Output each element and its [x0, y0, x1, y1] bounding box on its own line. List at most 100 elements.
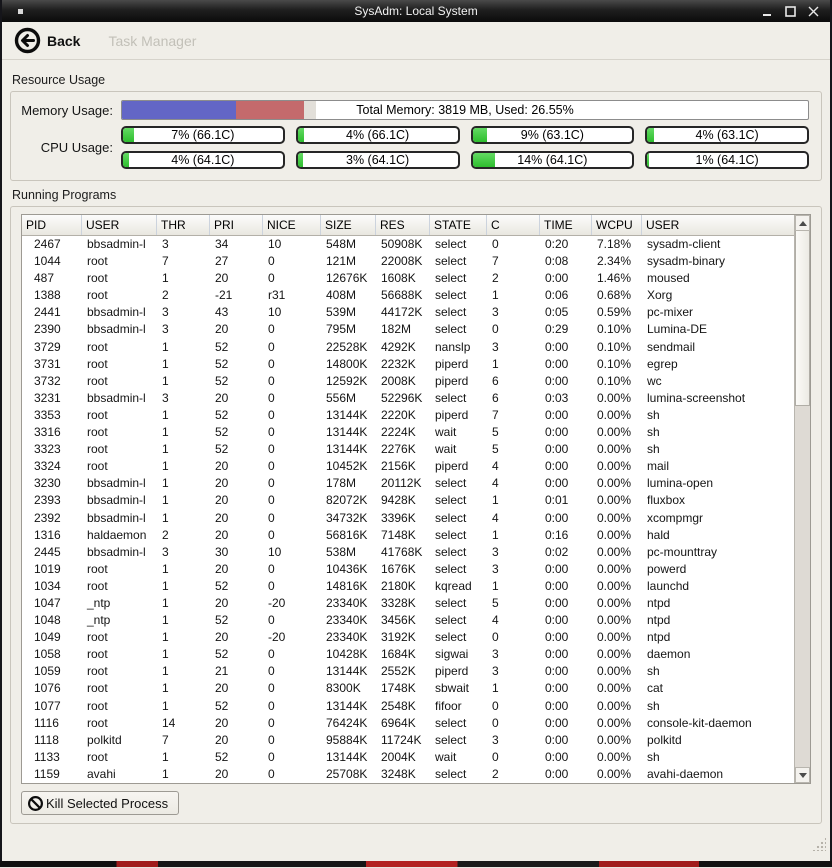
column-header-pri-3[interactable]: PRI	[210, 215, 263, 235]
table-cell: 1077	[34, 698, 61, 713]
table-cell: 0.00%	[597, 459, 632, 474]
table-cell: fifoor	[435, 698, 462, 713]
column-header-pid-0[interactable]: PID	[22, 215, 82, 235]
table-row[interactable]: 3732 root 1 52 0 12592K 2008K piperd 6 0:00 0.10% w…	[22, 373, 794, 390]
table-row[interactable]: 1019 root 1 20 0 10436K 1676K select 3 0:00 0.00% p…	[22, 561, 794, 578]
table-cell: lumina-screenshot	[647, 390, 746, 405]
table-row[interactable]: 1059 root 1 21 0 13144K 2552K piperd 3 0:00 0.00% s…	[22, 663, 794, 680]
table-cell: 0	[268, 390, 275, 405]
table-row[interactable]: 3324 root 1 20 0 10452K 2156K piperd 4 0:00 0.00% m…	[22, 458, 794, 475]
resource-usage-groupbox: Memory Usage: Total Memory: 3819 MB, Use…	[10, 91, 822, 181]
table-row[interactable]: 3731 root 1 52 0 14800K 2232K piperd 1 0:00 0.10% e…	[22, 356, 794, 373]
table-cell: 0:00	[545, 339, 569, 354]
cpu-core-text: 7% (66.1C)	[171, 128, 235, 142]
table-cell: sh	[647, 749, 660, 764]
minimize-button[interactable]	[761, 5, 774, 18]
table-cell: 178M	[326, 476, 357, 491]
column-header-thr-2[interactable]: THR	[157, 215, 210, 235]
table-cell: 3732	[34, 373, 61, 388]
table-row[interactable]: 3230 bbsadmin-l 1 20 0 178M 20112K select 4 0:00 0…	[22, 475, 794, 492]
cpu-core-meter-0: 7% (66.1C)	[121, 126, 285, 144]
table-cell: moused	[647, 271, 690, 286]
table-cell: 3324	[34, 459, 61, 474]
kill-selected-process-button[interactable]: Kill Selected Process	[21, 791, 180, 815]
table-row[interactable]: 3323 root 1 52 0 13144K 2276K wait 5 0:00 0.00% sh	[22, 441, 794, 458]
table-cell: 0	[268, 476, 275, 491]
table-cell: select	[435, 527, 467, 542]
column-header-wcpu-10[interactable]: WCPU	[592, 215, 642, 235]
table-cell: 30	[215, 544, 229, 559]
close-button[interactable]	[807, 5, 820, 18]
table-cell: 1	[162, 373, 169, 388]
scrollbar-thumb[interactable]	[795, 231, 810, 406]
table-row[interactable]: 2393 bbsadmin-l 1 20 0 82072K 9428K select 1 0:01…	[22, 492, 794, 509]
table-scrollbar[interactable]	[794, 215, 810, 783]
column-header-user-11[interactable]: USER	[646, 218, 680, 232]
table-row[interactable]: 2467 bbsadmin-l 3 34 10 548M 50908K select 0 0:20…	[22, 236, 794, 253]
table-row[interactable]: 3316 root 1 52 0 13144K 2224K wait 5 0:00 0.00% sh	[22, 424, 794, 441]
column-header-user-1[interactable]: USER	[82, 215, 157, 235]
table-cell: 3456K	[381, 613, 416, 628]
table-row[interactable]: 1159 avahi 1 20 0 25708K 3248K select 2 0:00 0.00%…	[22, 766, 794, 783]
table-row[interactable]: 1388 root 2 -21 r31 408M 56688K select 1 0:06 0.68…	[22, 287, 794, 304]
column-header-time-9[interactable]: TIME	[540, 215, 592, 235]
table-cell: 0	[268, 442, 275, 457]
table-row[interactable]: 487 root 1 20 0 12676K 1608K select 2 0:00 1.46% mo…	[22, 270, 794, 287]
table-cell: 13144K	[326, 442, 368, 457]
table-row[interactable]: 1047 _ntp 1 20 -20 23340K 3328K select 5 0:00 0.00…	[22, 595, 794, 612]
table-cell: 0.00%	[597, 544, 632, 559]
table-row[interactable]: 2392 bbsadmin-l 1 20 0 34732K 3396K select 4 0:00…	[22, 510, 794, 527]
column-header-size-5[interactable]: SIZE	[321, 215, 376, 235]
table-row[interactable]: 1058 root 1 52 0 10428K 1684K sigwai 3 0:00 0.00% d…	[22, 646, 794, 663]
table-row[interactable]: 1048 _ntp 1 52 0 23340K 3456K select 4 0:00 0.00% n…	[22, 612, 794, 629]
table-cell: 0.00%	[597, 698, 632, 713]
table-row[interactable]: 3353 root 1 52 0 13144K 2220K piperd 7 0:00 0.00% s…	[22, 407, 794, 424]
table-cell: 3	[492, 305, 499, 320]
table-row[interactable]: 1118 polkitd 7 20 0 95884K 11724K select 3 0:00 0.…	[22, 732, 794, 749]
table-row[interactable]: 2390 bbsadmin-l 3 20 0 795M 182M select 0 0:29 0.1…	[22, 321, 794, 338]
table-cell: 0:00	[545, 732, 569, 747]
scrollbar-down-button[interactable]	[795, 767, 810, 783]
table-cell: 10	[268, 237, 282, 251]
table-row[interactable]: 1044 root 7 27 0 121M 22008K select 7 0:08 2.34% sy…	[22, 253, 794, 270]
table-cell: 0.00%	[597, 715, 632, 730]
table-row[interactable]: 1076 root 1 20 0 8300K 1748K sbwait 1 0:00 0.00% ca…	[22, 680, 794, 697]
table-cell: sh	[647, 698, 660, 713]
column-header-res-6[interactable]: RES	[376, 215, 430, 235]
scrollbar-up-button[interactable]	[795, 215, 810, 231]
scrollbar-track[interactable]	[795, 231, 810, 767]
table-cell: select	[435, 715, 467, 730]
table-cell: 2004K	[381, 749, 416, 764]
table-row[interactable]: 1316 haldaemon 2 20 0 56816K 7148K select 1 0:16 0…	[22, 527, 794, 544]
table-row[interactable]: 1116 root 14 20 0 76424K 6964K select 0 0:00 0.00%…	[22, 715, 794, 732]
table-cell: 14	[162, 715, 176, 730]
table-cell: 0	[268, 510, 275, 525]
table-cell: 3729	[34, 339, 61, 354]
table-row[interactable]: 1049 root 1 20 -20 23340K 3192K select 0 0:00 0.00…	[22, 629, 794, 646]
table-row[interactable]: 1077 root 1 52 0 13144K 2548K fifoor 0 0:00 0.00% s…	[22, 698, 794, 715]
table-cell: 1.46%	[597, 271, 632, 286]
table-cell: 20	[215, 527, 229, 542]
table-cell: sysadm-binary	[647, 254, 726, 269]
table-cell: 3	[492, 732, 499, 747]
table-row[interactable]: 2441 bbsadmin-l 3 43 10 539M 44172K select 3 0:05…	[22, 304, 794, 321]
table-cell: 11724K	[381, 732, 422, 747]
table-cell: 0	[492, 749, 499, 764]
table-row[interactable]: 3729 root 1 52 0 22528K 4292K nanslp 3 0:00 0.10% s…	[22, 339, 794, 356]
column-header-state-7[interactable]: STATE	[430, 215, 487, 235]
table-row[interactable]: 1034 root 1 52 0 14816K 2180K kqread 1 0:00 0.00% l…	[22, 578, 794, 595]
table-row[interactable]: 2445 bbsadmin-l 3 30 10 538M 41768K select 3 0:02…	[22, 544, 794, 561]
table-cell: 0	[492, 237, 499, 251]
column-header-nice-4[interactable]: NICE	[263, 215, 321, 235]
table-cell: 3	[492, 647, 499, 662]
maximize-button[interactable]	[784, 5, 797, 18]
table-cell: console-kit-daemon	[647, 715, 752, 730]
table-row[interactable]: 3231 bbsadmin-l 3 20 0 556M 52296K select 6 0:03 0…	[22, 390, 794, 407]
cpu-core-meter-2: 9% (63.1C)	[470, 126, 635, 144]
table-cell: root	[87, 373, 108, 388]
column-header-c-8[interactable]: C	[487, 215, 540, 235]
table-row[interactable]: 1133 root 1 52 0 13144K 2004K wait 0 0:00 0.00% sh	[22, 749, 794, 766]
back-button[interactable]: Back	[14, 27, 80, 54]
table-cell: piperd	[435, 459, 469, 474]
table-cell: 4	[492, 510, 499, 525]
